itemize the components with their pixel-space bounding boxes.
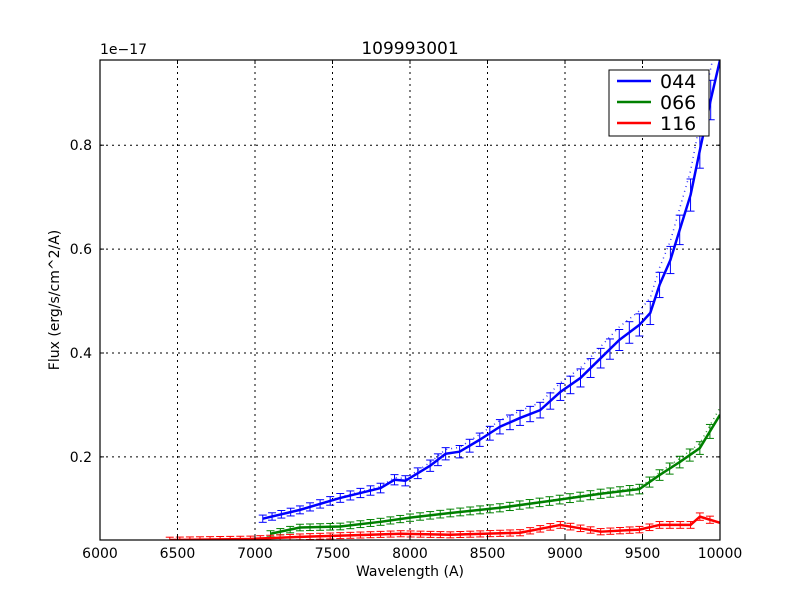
series-line-116 bbox=[169, 515, 720, 540]
x-tick-label: 6500 bbox=[160, 546, 196, 562]
data-series bbox=[165, 60, 720, 540]
x-tick-label: 6000 bbox=[82, 546, 118, 562]
legend-label-066: 066 bbox=[660, 92, 696, 114]
x-tick-label: 7000 bbox=[237, 546, 273, 562]
x-tick-label: 9500 bbox=[625, 546, 661, 562]
x-tick-label: 8500 bbox=[470, 546, 506, 562]
legend-label-116: 116 bbox=[660, 113, 696, 135]
series-line-044 bbox=[262, 60, 720, 520]
legend-label-044: 044 bbox=[660, 71, 696, 93]
y-axis-ticks: 0.2 0.4 0.6 0.8 bbox=[70, 138, 720, 466]
y-tick-label: 0.6 bbox=[70, 242, 92, 258]
x-tick-label: 9000 bbox=[547, 546, 583, 562]
y-tick-label: 0.4 bbox=[70, 346, 92, 362]
series-line-066 bbox=[270, 414, 720, 535]
grid-lines bbox=[100, 60, 720, 540]
y-tick-label: 0.2 bbox=[70, 450, 92, 466]
y-offset-label: 1e−17 bbox=[100, 42, 147, 58]
y-axis-label: Flux (erg/s/cm^2/A) bbox=[47, 230, 63, 370]
chart-title: 109993001 bbox=[361, 39, 458, 59]
x-tick-label: 7500 bbox=[315, 546, 351, 562]
x-axis-label: Wavelength (A) bbox=[356, 564, 464, 580]
x-tick-label: 10000 bbox=[698, 546, 743, 562]
x-axis-ticks: 6000 6500 7000 7500 8000 8500 9000 9500 10000 bbox=[82, 60, 742, 562]
model-curve-066 bbox=[270, 407, 720, 535]
y-tick-label: 0.8 bbox=[70, 138, 92, 154]
x-tick-label: 8000 bbox=[392, 546, 428, 562]
